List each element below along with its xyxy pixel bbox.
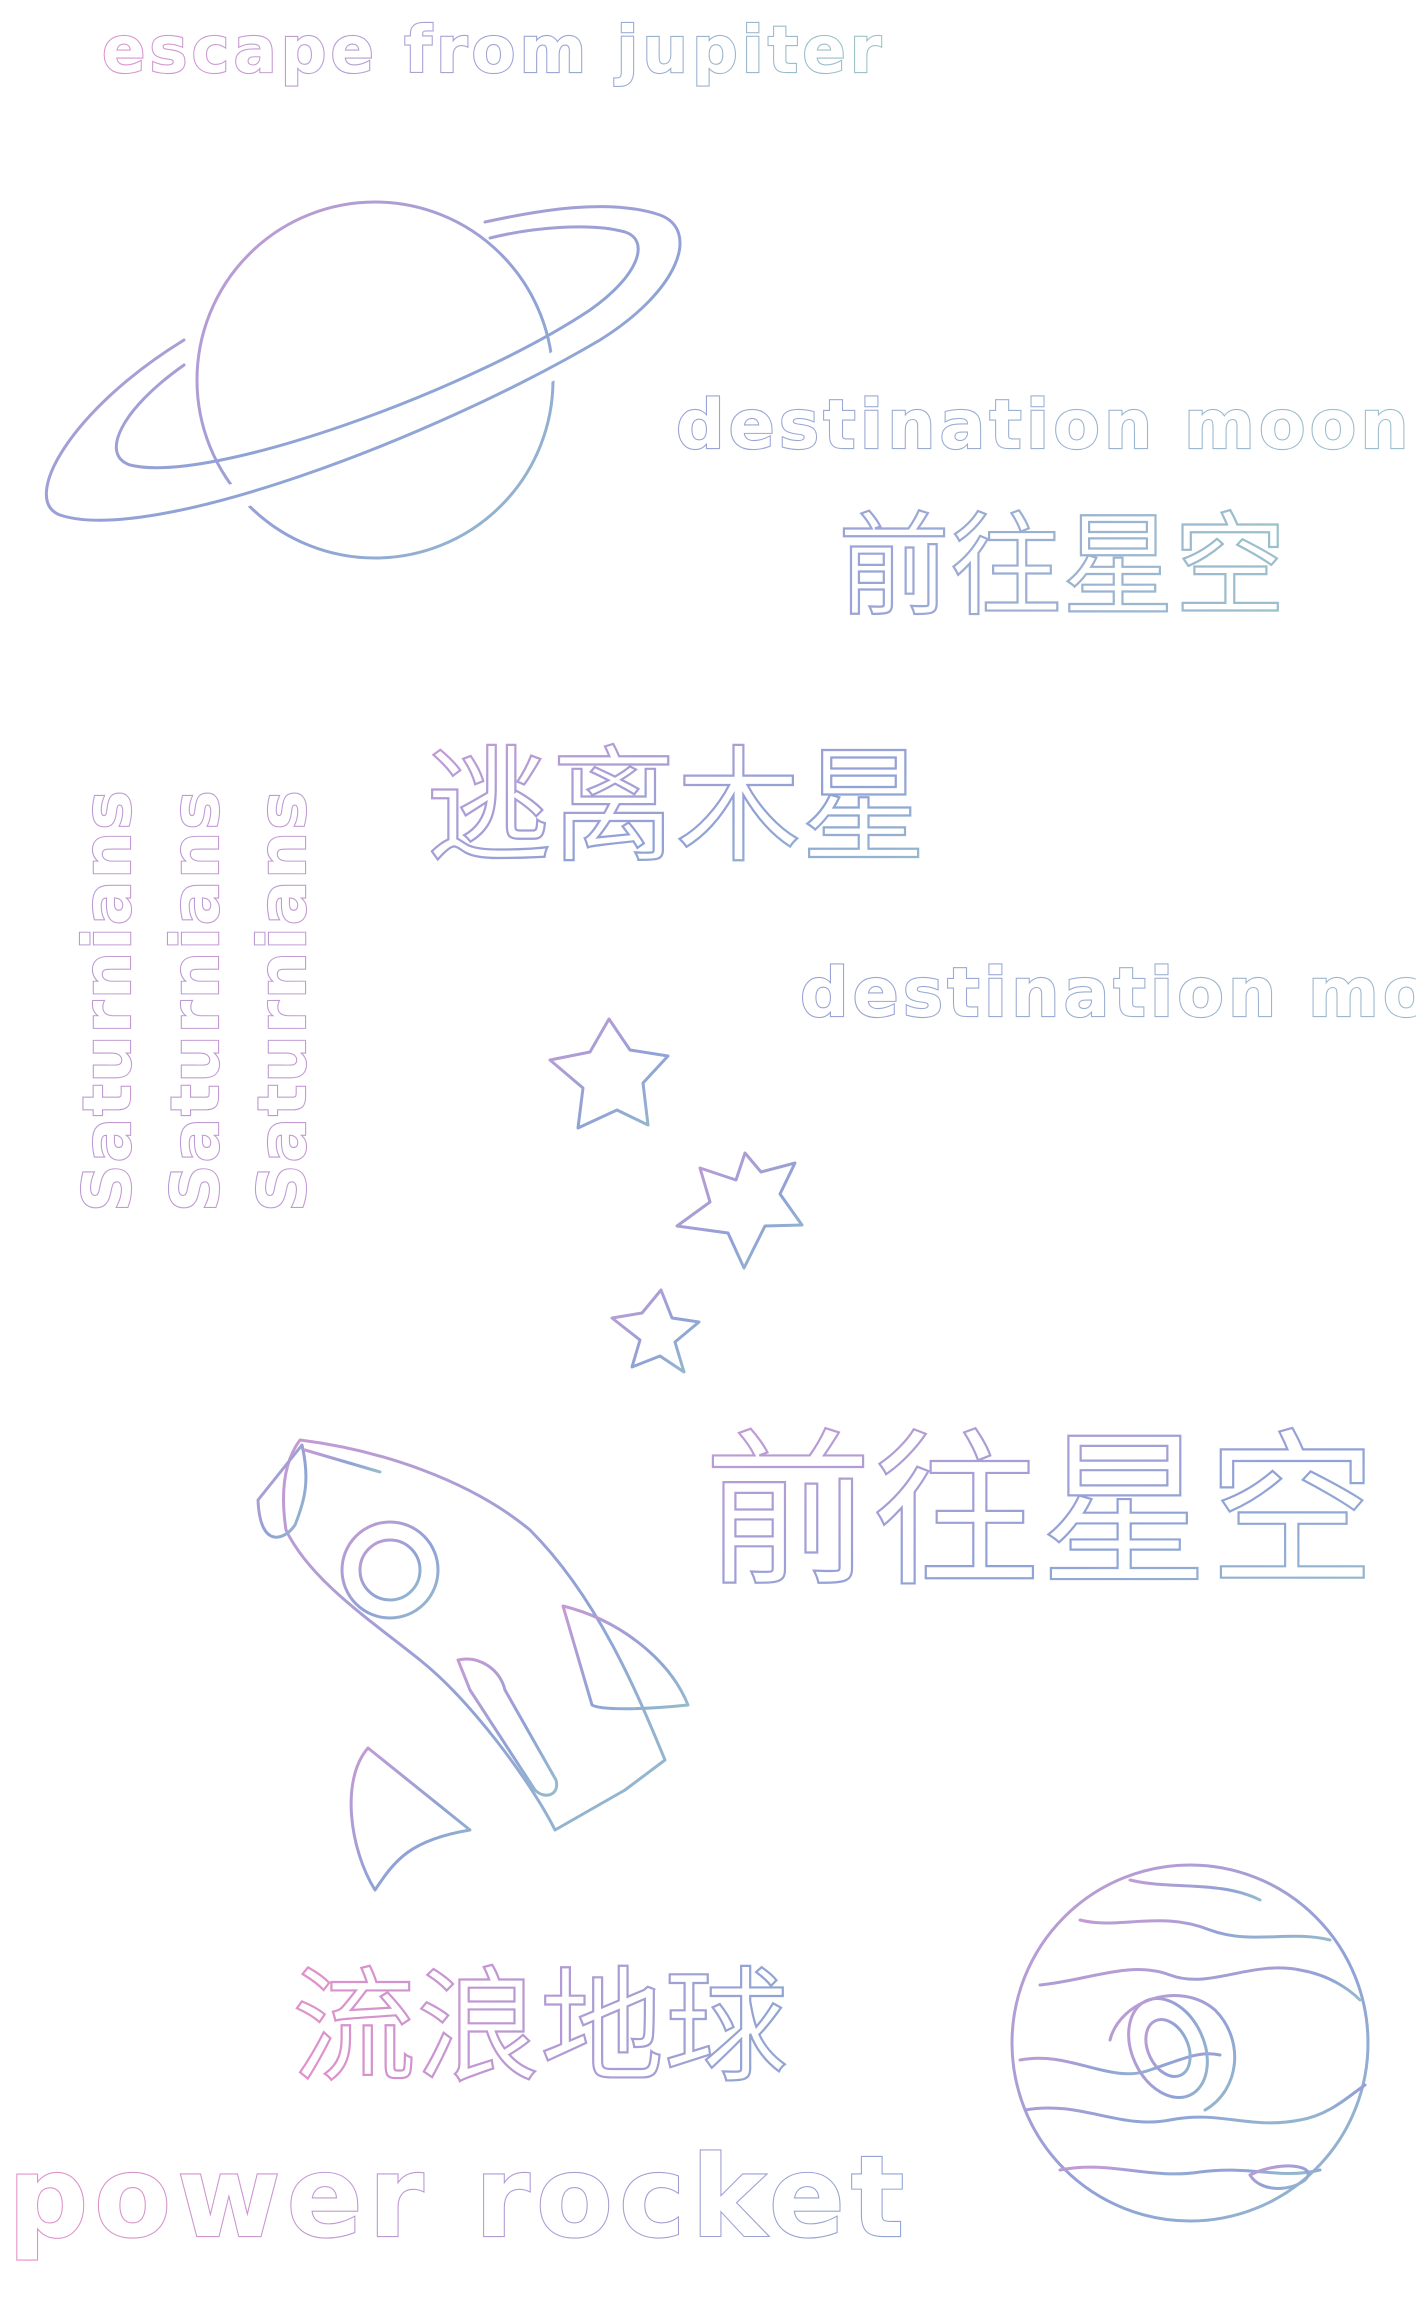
star-icon (610, 1288, 701, 1374)
chinese-title-large: 前往星空 (704, 1414, 1376, 1610)
chinese-title-escape-jupiter: 逃离木星 (426, 735, 926, 880)
chinese-title-small: 前往星空 (838, 502, 1286, 632)
saturn-icon (33, 193, 693, 560)
saturnians-text-3: Saturnians (244, 788, 321, 1212)
star-icon (548, 1017, 670, 1130)
saturnians-text-2: Saturnians (157, 788, 234, 1212)
jupiter-icon (1010, 1863, 1370, 2223)
star-icon (675, 1151, 804, 1270)
escape-from-jupiter-text: escape from jupiter (102, 14, 885, 88)
destination-moon-text-middle: destination moon (800, 954, 1416, 1033)
destination-moon-text-top: destination moon (676, 386, 1413, 465)
power-rocket-text: power rocket (8, 2133, 910, 2263)
rocket-icon (256, 1438, 690, 1892)
saturnians-text-1: Saturnians (69, 788, 146, 1212)
chinese-title-wandering-earth: 流浪地球 (292, 1956, 788, 2100)
